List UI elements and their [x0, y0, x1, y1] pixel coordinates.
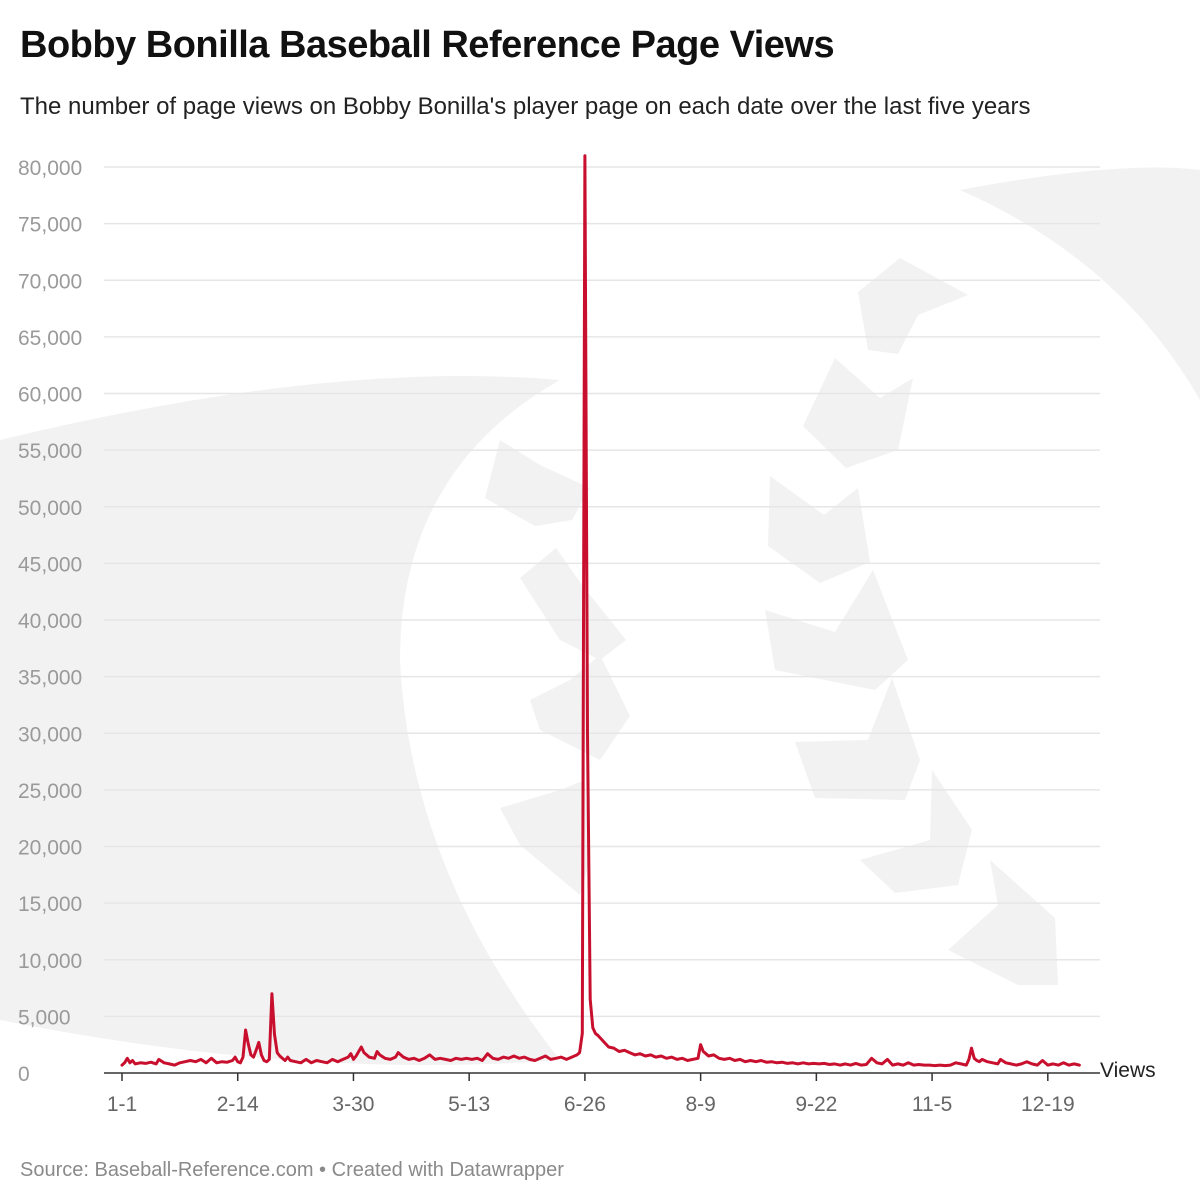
x-tick-label: 11-5: [912, 1093, 952, 1116]
x-tick-label: 5-13: [448, 1093, 490, 1116]
x-tick-label: 9-22: [795, 1093, 837, 1116]
series-end-label: Views: [1100, 1059, 1156, 1082]
y-tick-label: 10,000: [18, 950, 82, 973]
grid-lines: [104, 166, 1100, 1074]
footer: Source: Baseball-Reference.com • Created…: [20, 1159, 564, 1182]
y-tick-label: 35,000: [18, 667, 82, 690]
y-tick-label: 65,000: [18, 327, 82, 350]
y-tick-label: 30,000: [18, 723, 82, 746]
footer-separator: •: [319, 1159, 327, 1181]
y-tick-label: 25,000: [18, 780, 82, 803]
source-link[interactable]: Source: Baseball-Reference.com: [20, 1159, 314, 1181]
credit-link[interactable]: Created with Datawrapper: [331, 1159, 564, 1181]
y-tick-label: 40,000: [18, 610, 82, 633]
y-tick-label: 60,000: [18, 384, 82, 407]
y-tick-label: 5,000: [18, 1006, 71, 1029]
y-tick-label: 0: [18, 1063, 30, 1086]
y-tick-label: 20,000: [18, 837, 82, 860]
chart-subtitle: The number of page views on Bobby Bonill…: [20, 93, 1031, 120]
y-axis: 0 5,000 10,000 15,000 20,000 25,000 30,000 35,0…: [18, 157, 82, 1086]
y-tick-label: 15,000: [18, 893, 82, 916]
x-tick-label: 3-30: [332, 1093, 374, 1116]
y-tick-label: 75,000: [18, 214, 82, 237]
x-tick-label: 8-9: [685, 1093, 715, 1116]
chart-title: Bobby Bonilla Baseball Reference Page Vi…: [20, 24, 835, 66]
series-line: [120, 154, 1081, 1068]
x-tick-label: 1-1: [107, 1093, 137, 1116]
y-tick-label: 80,000: [18, 157, 82, 180]
y-tick-label: 55,000: [18, 440, 82, 463]
baseball-watermark-icon: [0, 167, 1200, 1065]
x-tick-label: 2-14: [217, 1093, 259, 1116]
y-tick-label: 50,000: [18, 497, 82, 520]
x-axis: 1-1 2-14 3-30 5-13 6-26 8-9 9-22 11-5 12-19: [107, 1073, 1075, 1116]
series-layer: Views: [120, 154, 1156, 1082]
y-tick-label: 70,000: [18, 270, 82, 293]
x-tick-label: 12-19: [1021, 1093, 1075, 1116]
x-tick-label: 6-26: [564, 1093, 606, 1116]
y-tick-label: 45,000: [18, 553, 82, 576]
